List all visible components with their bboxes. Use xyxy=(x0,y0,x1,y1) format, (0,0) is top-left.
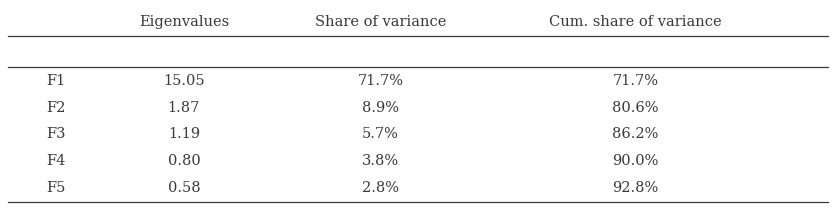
Text: 92.8%: 92.8% xyxy=(612,181,659,195)
Text: Cum. share of variance: Cum. share of variance xyxy=(549,15,721,29)
Text: 15.05: 15.05 xyxy=(163,74,205,88)
Text: F1: F1 xyxy=(46,74,65,88)
Text: 86.2%: 86.2% xyxy=(612,127,659,141)
Text: 71.7%: 71.7% xyxy=(612,74,659,88)
Text: 90.0%: 90.0% xyxy=(612,154,659,168)
Text: 1.87: 1.87 xyxy=(168,101,200,114)
Text: 1.19: 1.19 xyxy=(168,127,200,141)
Text: Eigenvalues: Eigenvalues xyxy=(139,15,229,29)
Text: 5.7%: 5.7% xyxy=(362,127,399,141)
Text: 3.8%: 3.8% xyxy=(362,154,399,168)
Text: F3: F3 xyxy=(46,127,65,141)
Text: 2.8%: 2.8% xyxy=(362,181,399,195)
Text: 71.7%: 71.7% xyxy=(357,74,404,88)
Text: F4: F4 xyxy=(46,154,65,168)
Text: 0.58: 0.58 xyxy=(167,181,201,195)
Text: 80.6%: 80.6% xyxy=(612,101,659,114)
Text: F5: F5 xyxy=(46,181,65,195)
Text: 8.9%: 8.9% xyxy=(362,101,399,114)
Text: Share of variance: Share of variance xyxy=(314,15,446,29)
Text: F2: F2 xyxy=(46,101,65,114)
Text: 0.80: 0.80 xyxy=(167,154,201,168)
